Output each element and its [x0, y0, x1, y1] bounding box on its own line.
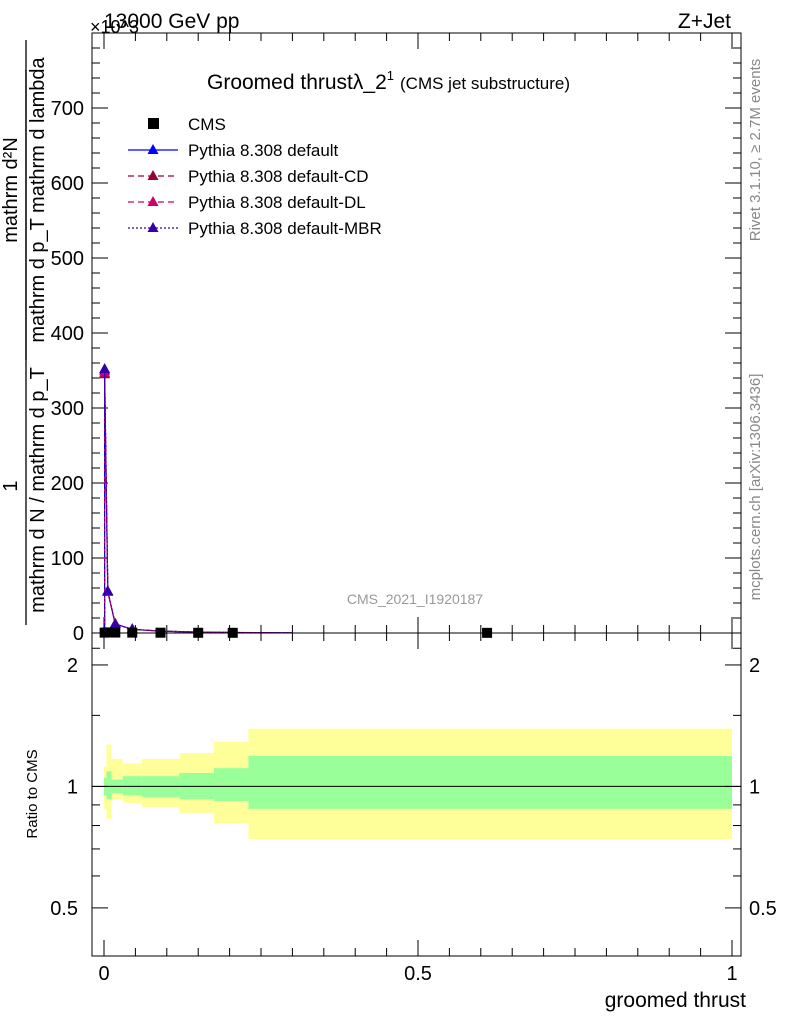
- ratio-bands-layer: [92, 728, 741, 840]
- ratio-plot-frame: [91, 632, 742, 957]
- rivet-label: Rivet 3.1.10, ≥ 2.7M events: [747, 59, 764, 242]
- main-y-tick-label: 0: [73, 623, 84, 645]
- ratio-y-tick-label-right: 1: [749, 776, 760, 798]
- y-label-denominator-prefix: mathrm d N / mathrm d p_T: [27, 367, 49, 613]
- legend-marker-triangle: [147, 196, 159, 206]
- main-y-label: 1 mathrm d N / mathrm d p_T mathrm d²N m…: [0, 40, 49, 625]
- main-y-axis: 0 100 200 300 400 500 600 700: [51, 47, 741, 645]
- analysis-watermark: CMS_2021_I1920187: [347, 591, 483, 607]
- legend: CMS Pythia 8.308 default Pythia 8.308 defa…: [128, 115, 382, 238]
- chart-title-note: (CMS jet substructure): [400, 74, 570, 93]
- ratio-inner-band: [213, 768, 249, 802]
- ratio-y-tick-label: 2: [67, 655, 78, 677]
- series-line: [104, 368, 293, 634]
- x-axis-label: groomed thrust: [605, 989, 746, 1012]
- main-y-tick-label: 600: [51, 173, 84, 195]
- legend-marker-triangle: [147, 222, 159, 232]
- series-marker: [109, 618, 121, 628]
- series-line: [104, 370, 293, 634]
- legend-label: CMS: [188, 115, 226, 134]
- series-line: [104, 374, 293, 634]
- legend-label: Pythia 8.308 default-DL: [188, 193, 366, 212]
- legend-item: Pythia 8.308 default-CD: [128, 167, 369, 186]
- ratio-y-tick-label-right: 0.5: [749, 898, 777, 920]
- legend-item: CMS: [148, 115, 226, 134]
- ratio-inner-band: [122, 776, 142, 796]
- series-marker: [99, 363, 111, 373]
- ratio-axes: 0.5 0.5 1 1 2 2 0 0.5 1: [50, 633, 777, 985]
- ratio-outer-band: [111, 758, 123, 800]
- ratio-y-tick-label: 1: [67, 776, 78, 798]
- main-y-tick-label: 100: [51, 548, 84, 570]
- legend-item: Pythia 8.308 default-DL: [128, 193, 366, 212]
- y-multiplier: ×10^3: [90, 17, 139, 37]
- series-line: [104, 372, 293, 634]
- legend-marker-square: [148, 118, 159, 129]
- header-energy: 13000 GeV pp: [104, 10, 239, 33]
- y-label-inner-denominator: mathrm d p_T mathrm d lambda: [27, 56, 49, 342]
- ratio-x-tick-label: 0: [98, 963, 109, 985]
- legend-label: Pythia 8.308 default-CD: [188, 167, 369, 186]
- cms-data-point: [102, 627, 113, 638]
- legend-item: Pythia 8.308 default: [128, 141, 339, 160]
- main-series-layer: [99, 363, 293, 634]
- header-process: Z+Jet: [678, 10, 731, 33]
- chart-title-superscript: 1: [387, 68, 394, 83]
- main-y-tick-label: 300: [51, 398, 84, 420]
- mcplots-label: mcplots.cern.ch [arXiv:1306.3436]: [747, 374, 764, 601]
- ratio-y-label: Ratio to CMS: [24, 749, 41, 838]
- main-y-tick-label: 700: [51, 98, 84, 120]
- legend-marker-triangle: [147, 170, 159, 180]
- legend-marker-triangle: [147, 144, 159, 154]
- main-y-tick-label: 200: [51, 473, 84, 495]
- ratio-x-tick-label: 0.5: [404, 963, 432, 985]
- ratio-x-tick-label: 1: [726, 963, 737, 985]
- main-y-tick-label: 500: [51, 248, 84, 270]
- ratio-inner-band: [248, 755, 732, 809]
- ratio-y-tick-label-right: 2: [749, 655, 760, 677]
- main-y-tick-label: 400: [51, 323, 84, 345]
- chart-title: Groomed thrustλ_21 (CMS jet substructure): [207, 68, 570, 94]
- y-label-numerator: mathrm d²N: [0, 137, 22, 243]
- y-label-one: 1: [0, 480, 22, 491]
- ratio-y-tick-label: 0.5: [50, 898, 78, 920]
- legend-item: Pythia 8.308 default-MBR: [128, 219, 382, 238]
- ratio-inner-band: [106, 771, 112, 800]
- legend-label: Pythia 8.308 default: [188, 141, 339, 160]
- legend-label: Pythia 8.308 default-MBR: [188, 219, 382, 238]
- series-marker: [102, 585, 114, 595]
